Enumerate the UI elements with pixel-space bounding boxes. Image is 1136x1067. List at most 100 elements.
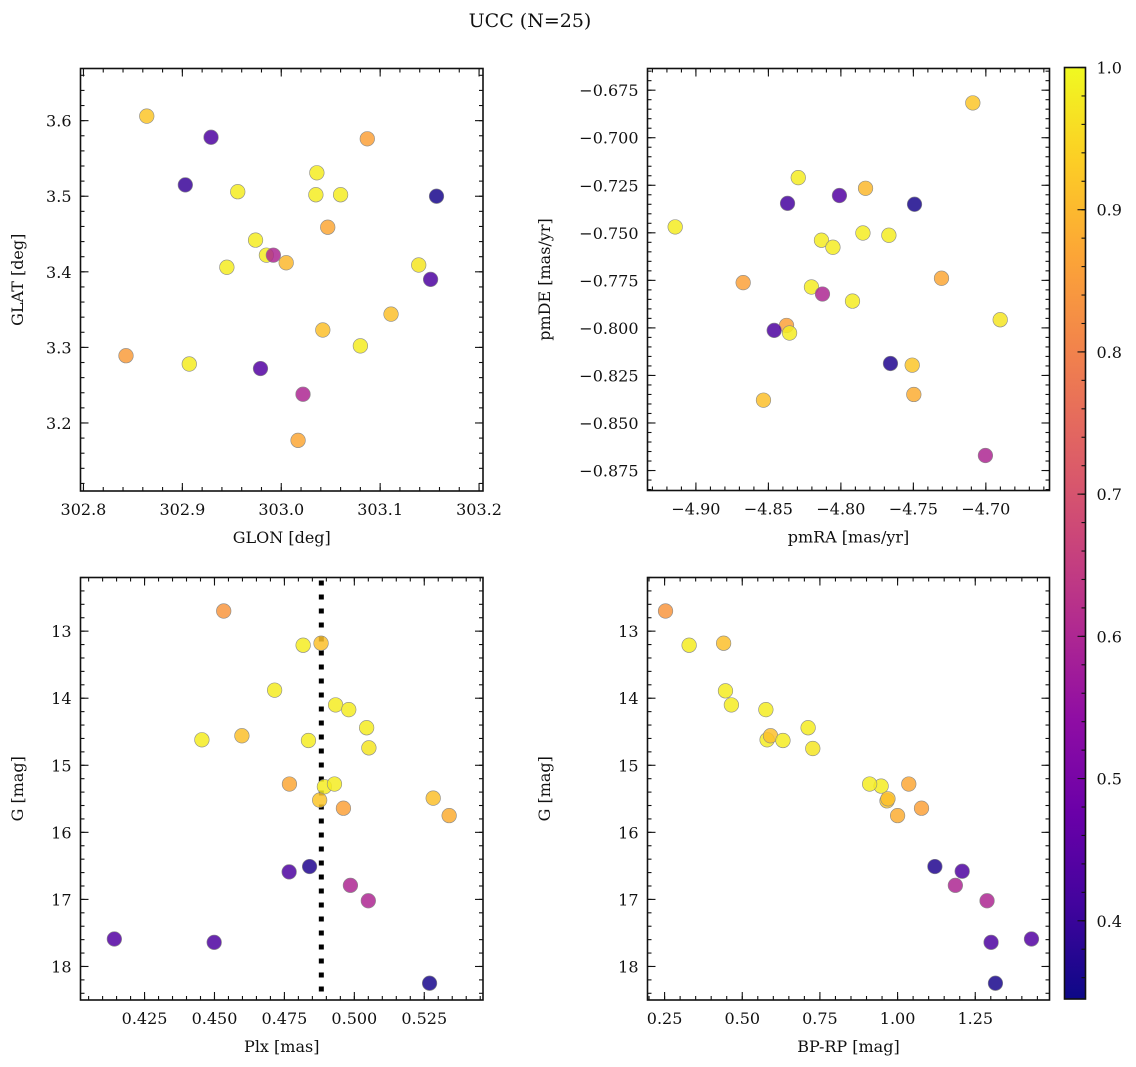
data-point <box>681 637 697 653</box>
data-point <box>862 776 878 792</box>
data-point <box>947 877 963 893</box>
x-tick-label: 1.00 <box>880 1009 916 1028</box>
data-point <box>267 682 283 698</box>
y-tick-label: −0.775 <box>579 271 638 290</box>
y-tick-label: 3.3 <box>46 338 71 357</box>
data-point <box>216 603 232 619</box>
data-point <box>219 259 235 275</box>
data-point <box>309 165 325 181</box>
y-tick-label: 16 <box>618 823 638 842</box>
data-point <box>320 219 336 235</box>
data-point <box>813 232 830 248</box>
x-axis-label: BP-RP [mag] <box>797 1037 899 1056</box>
data-point <box>904 357 920 373</box>
data-point <box>308 187 324 203</box>
data-point <box>295 386 311 402</box>
data-point <box>206 934 222 950</box>
data-point <box>290 432 306 448</box>
y-tick-label: −0.875 <box>579 462 638 481</box>
data-point <box>411 257 427 273</box>
data-point <box>779 195 796 211</box>
data-point <box>927 858 943 875</box>
data-point <box>383 306 399 322</box>
y-tick-label: 15 <box>618 756 638 775</box>
data-point <box>327 697 344 713</box>
data-point <box>360 893 376 909</box>
panel-glon-glat: 302.8 302.9 303.0 303.1 303.2 3.2 3.3 3.4 3.5 3.6… <box>8 67 502 547</box>
y-tick-label: 13 <box>618 622 638 641</box>
x-axis-label: pmRA [mas/yr] <box>788 528 910 547</box>
axes-frame <box>646 576 1051 1001</box>
data-point <box>326 776 343 792</box>
colorbar-tick-label: 0.7 <box>1097 485 1122 504</box>
data-point <box>341 702 357 718</box>
y-tick-label: 17 <box>618 890 638 909</box>
x-tick-label: 0.50 <box>724 1009 760 1028</box>
data-point <box>800 720 816 736</box>
data-point <box>139 108 155 124</box>
data-point <box>716 635 732 651</box>
data-point <box>790 170 806 186</box>
x-tick-label: −4.90 <box>671 500 720 519</box>
data-point <box>881 227 897 243</box>
data-point <box>855 225 871 241</box>
y-tick-label: −0.750 <box>579 224 638 243</box>
panel-plx-g: 0.425 0.450 0.475 0.500 0.525 13 14 15 16 17 18 Plx… <box>8 576 484 1056</box>
x-tick-label: 1.25 <box>957 1009 993 1028</box>
colorbar: 0.4 0.5 0.6 0.7 0.8 0.9 1.0 <box>1063 59 1122 1000</box>
data-point <box>977 447 994 464</box>
data-point <box>422 271 439 287</box>
y-tick-label: −0.700 <box>579 129 638 148</box>
colorbar-gradient <box>1064 67 1086 999</box>
x-tick-label: 0.500 <box>331 1009 377 1028</box>
data-point <box>882 355 899 372</box>
data-point <box>106 931 122 947</box>
x-tick-label: 302.8 <box>61 500 107 519</box>
data-point <box>359 131 375 147</box>
data-point <box>332 187 349 203</box>
x-tick-label: −4.85 <box>744 500 793 519</box>
y-tick-label: 3.2 <box>46 414 71 433</box>
x-tick-label: 0.450 <box>192 1009 238 1028</box>
data-point <box>181 356 197 372</box>
y-tick-label: 3.4 <box>46 263 71 282</box>
y-axis-label: pmDE [mas/yr] <box>535 218 554 341</box>
colorbar-tick-label: 0.9 <box>1097 201 1122 220</box>
data-point <box>281 864 297 880</box>
x-tick-label: 302.9 <box>159 500 205 519</box>
y-tick-label: 3.5 <box>46 187 71 206</box>
data-point <box>758 702 774 718</box>
y-tick-label: 14 <box>618 689 638 708</box>
data-point <box>234 728 250 744</box>
data-point <box>425 790 441 806</box>
axes-frame <box>646 67 1051 492</box>
data-point <box>880 791 896 807</box>
y-tick-label: 17 <box>51 890 71 909</box>
data-point <box>735 275 751 291</box>
data-point <box>755 392 772 408</box>
data-point <box>781 325 798 341</box>
data-point <box>814 286 831 302</box>
data-point <box>983 934 999 950</box>
y-tick-label: 14 <box>51 689 71 708</box>
data-point <box>775 732 791 749</box>
panel-pmra-pmde: −4.90 −4.85 −4.80 −4.75 −4.70 −0.875 −0.850 −0.… <box>535 67 1051 547</box>
y-tick-label: 18 <box>51 957 71 976</box>
data-point <box>230 184 246 200</box>
x-tick-label: 0.525 <box>401 1009 447 1028</box>
data-point <box>825 239 841 255</box>
data-point <box>118 348 134 364</box>
data-point <box>335 800 352 816</box>
axes-frame <box>79 576 484 1001</box>
data-point <box>965 95 981 111</box>
data-point <box>667 219 683 235</box>
x-tick-label: −4.80 <box>816 500 865 519</box>
x-tick-label: 0.425 <box>122 1009 168 1028</box>
data-point <box>361 740 377 756</box>
y-tick-label: −0.675 <box>579 81 638 100</box>
colorbar-tick-label: 0.4 <box>1097 912 1122 931</box>
y-tick-label: 3.6 <box>46 112 71 131</box>
data-point <box>300 732 317 749</box>
data-point <box>278 255 294 271</box>
data-point <box>247 232 264 248</box>
